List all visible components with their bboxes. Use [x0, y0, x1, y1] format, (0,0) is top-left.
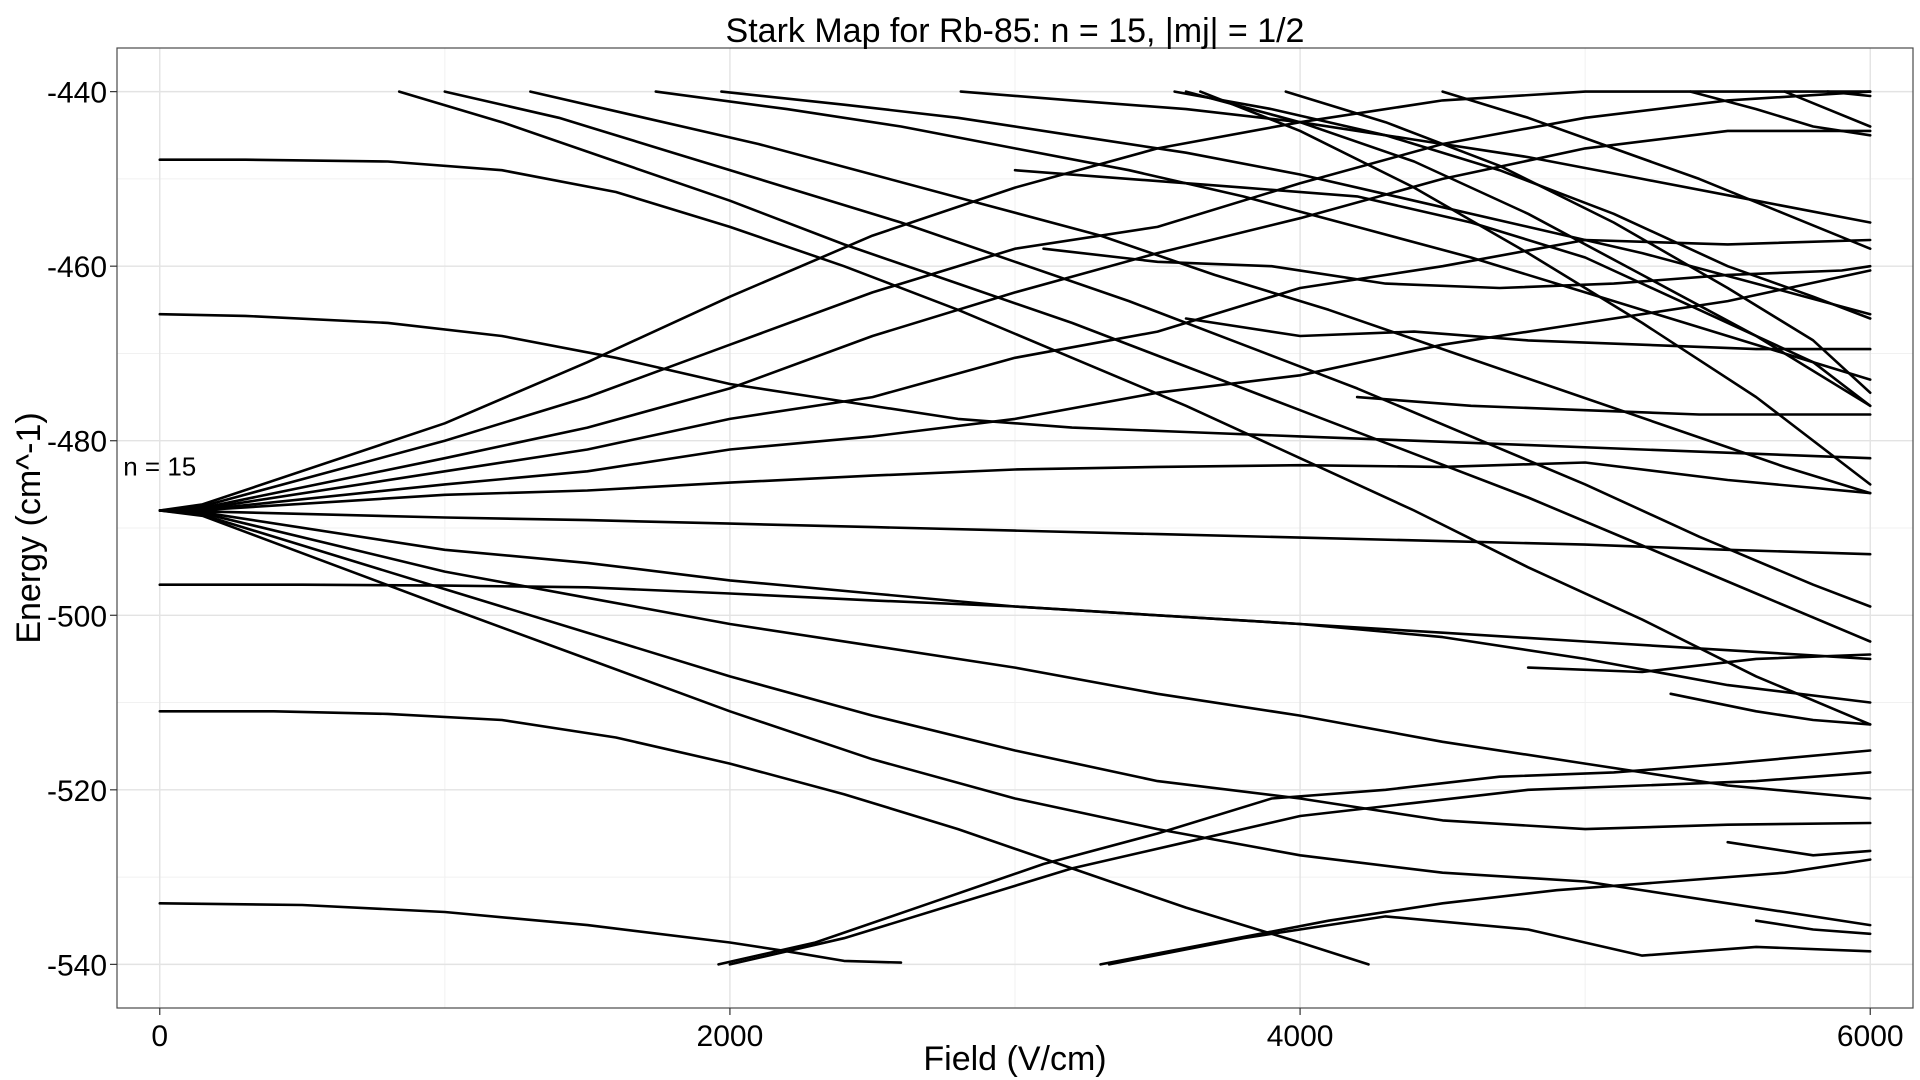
stark-level-1: [158, 90, 1872, 512]
stark-level-42: [1754, 919, 1872, 936]
x-tick-label: 2000: [697, 1020, 764, 1053]
axis-ticks: 0 2000 4000 6000 -440 -460 -480 -500 -520 -540: [47, 77, 1904, 1053]
y-tick-label: -520: [47, 775, 107, 808]
plot-frame: [116, 47, 1914, 1009]
y-tick-label: -500: [47, 600, 107, 633]
stark-level-13: [158, 312, 1872, 460]
stark-level-27: [1173, 90, 1872, 320]
n15-annotation: n = 15: [123, 452, 196, 482]
stark-level-20: [1107, 915, 1872, 966]
stark-level-26: [959, 90, 1872, 224]
stark-level-32: [1689, 90, 1872, 137]
stark-level-11: [158, 509, 1872, 927]
y-tick-label: -440: [47, 77, 107, 110]
stark-level-10: [158, 509, 1872, 831]
stark-level-33: [1783, 90, 1872, 128]
x-axis-title: Field (V/cm): [923, 1040, 1106, 1078]
stark-level-22: [443, 90, 1872, 608]
stark-level-15: [158, 710, 1370, 966]
y-tick-label: -480: [47, 426, 107, 459]
x-tick-label: 6000: [1837, 1020, 1904, 1053]
x-tick-label: 0: [151, 1020, 168, 1053]
stark-level-34: [1826, 90, 1872, 98]
stark-level-23: [529, 90, 1872, 495]
stark-level-30: [1284, 90, 1872, 394]
stark-level-31: [1441, 90, 1872, 250]
stark-level-35: [1013, 168, 1872, 408]
stark-level-40: [1669, 692, 1872, 726]
stark-level-7: [158, 509, 1872, 556]
stark-level-37: [1184, 317, 1872, 351]
stark-level-17: [717, 749, 1872, 966]
stark-level-21: [397, 90, 1872, 643]
x-tick-label: 4000: [1267, 1020, 1334, 1053]
stark-level-38: [1355, 395, 1872, 416]
stark-level-6: [158, 461, 1872, 512]
stark-level-16: [158, 902, 903, 964]
stark-level-25: [720, 90, 1872, 316]
stark-level-24: [654, 90, 1872, 381]
stark-level-29: [1199, 90, 1872, 486]
chart-title: Stark Map for Rb-85: n = 15, |mj| = 1/2: [726, 12, 1305, 50]
energy-levels: [158, 90, 1872, 966]
stark-level-18: [728, 771, 1872, 966]
stark-level-41: [1726, 840, 1872, 857]
stark-level-9: [158, 509, 1872, 800]
stark-level-14: [158, 583, 1872, 704]
stark-level-5: [158, 269, 1872, 512]
stark-level-3: [158, 129, 1872, 512]
stark-level-36: [1042, 247, 1872, 290]
y-tick-label: -540: [47, 949, 107, 982]
stark-level-2: [158, 90, 1872, 512]
stark-level-39: [1526, 653, 1872, 674]
stark-level-12: [158, 158, 1872, 726]
y-tick-label: -460: [47, 251, 107, 284]
y-axis-title: Energy (cm^-1): [10, 412, 48, 643]
